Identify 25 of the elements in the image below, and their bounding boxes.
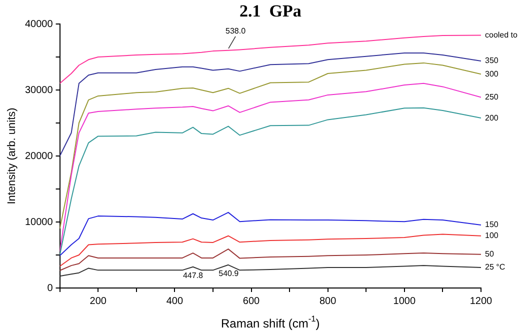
annotation: 540.9 <box>218 269 240 278</box>
series-label: 200 <box>485 113 499 122</box>
annotation: 538.0 <box>226 26 246 36</box>
x-tick-label: 200 <box>90 296 107 307</box>
y-tick-label: 40000 <box>24 18 54 30</box>
x-tick-label: 800 <box>319 296 337 307</box>
x-tick-label: 1000 <box>393 296 416 307</box>
chart-title: 2.1 GPa <box>239 1 302 20</box>
annotation: 447.8 <box>182 271 204 280</box>
series-label: 300 <box>485 69 499 78</box>
series-label: 350 <box>485 56 499 66</box>
y-tick-label: 30000 <box>24 84 54 96</box>
x-tick-label: 1200 <box>470 296 493 307</box>
series-label: 50 <box>485 250 494 259</box>
series-label: 150 <box>485 220 499 230</box>
y-tick-label: 0 <box>47 282 54 294</box>
x-tick-label: 600 <box>242 296 260 307</box>
y-tick-label: 20000 <box>24 150 54 162</box>
series-label: 100 <box>485 231 499 240</box>
y-axis-title: Intensity (arb. units) <box>6 108 18 204</box>
series-label: 25 °C <box>485 262 506 272</box>
series-label: cooled to <box>485 30 518 40</box>
x-tick-label: 400 <box>166 296 184 307</box>
y-tick-label: 10000 <box>24 216 54 228</box>
series-label: 250 <box>485 92 499 102</box>
